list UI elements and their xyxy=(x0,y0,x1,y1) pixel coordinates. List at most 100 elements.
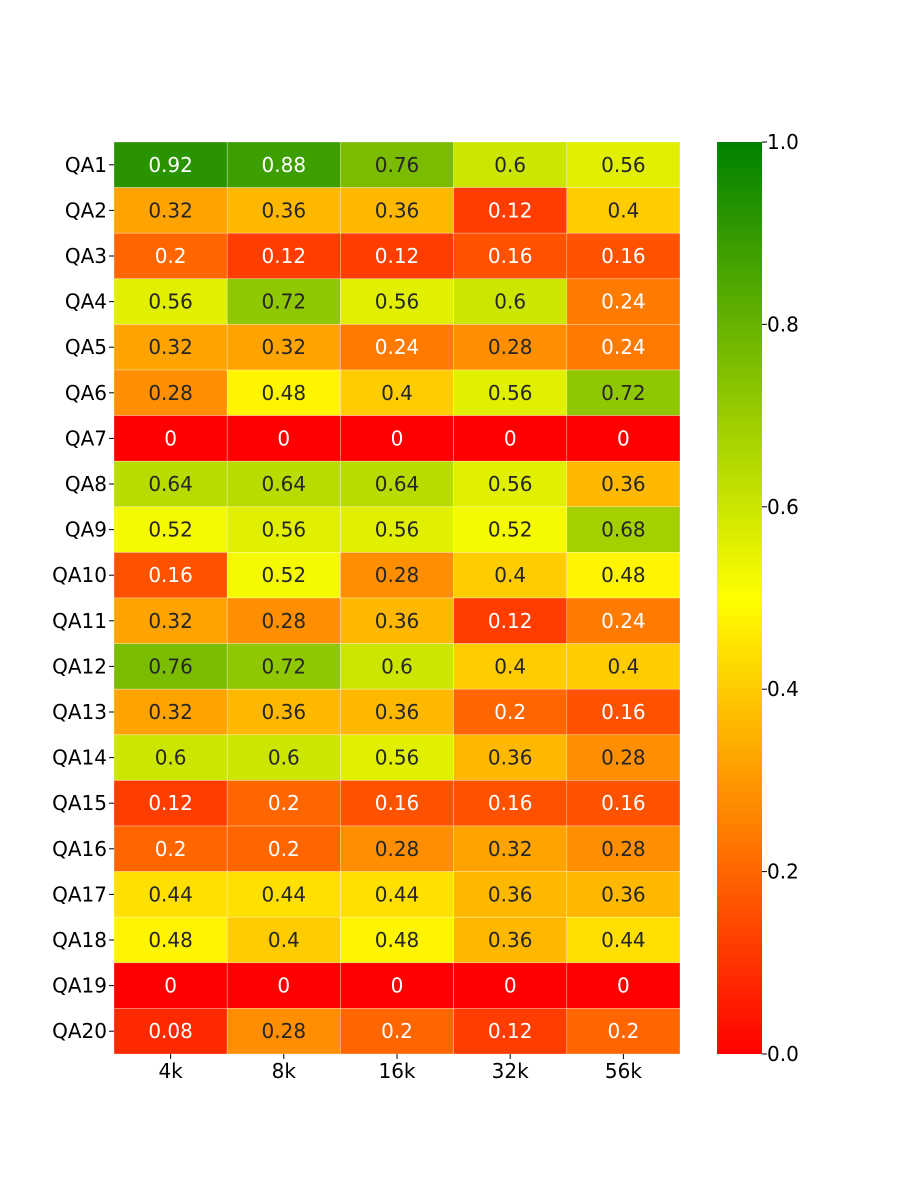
cell-value-label: 0.44 xyxy=(148,882,193,906)
x-tick-label: 16k xyxy=(378,1059,415,1083)
colorbar-gradient xyxy=(717,142,762,1054)
y-tick-label: QA9 xyxy=(65,518,107,542)
colorbar-tick-label: 0.2 xyxy=(767,860,799,884)
heatmap-cell xyxy=(453,369,568,416)
cell-value-label: 0.28 xyxy=(601,746,646,770)
heatmap-cell xyxy=(453,141,568,188)
heatmap-cell xyxy=(453,962,568,1009)
cell-value-label: 0.72 xyxy=(262,290,307,314)
cell-value-label: 0.64 xyxy=(375,472,420,496)
heatmap-cell xyxy=(113,460,228,508)
colorbar xyxy=(717,142,762,1054)
cell-value-label: 0.24 xyxy=(601,609,646,633)
colorbar-ticks: 0.0 0.2 0.4 0.6 0.8 1.0 xyxy=(762,130,799,1066)
cell-value-label: 0.76 xyxy=(375,153,420,177)
cell-value-label: 0.32 xyxy=(262,335,307,359)
cell-value-label: 0.16 xyxy=(148,563,193,587)
heatmap-cell xyxy=(113,1008,228,1055)
cell-value-label: 0.64 xyxy=(262,472,307,496)
cell-value-label: 0.24 xyxy=(601,290,646,314)
heatmap-cell xyxy=(226,278,341,325)
cell-value-label: 0.56 xyxy=(488,381,533,405)
cell-value-label: 0.48 xyxy=(601,563,646,587)
heatmap-cell xyxy=(226,962,341,1009)
y-tick-label: QA7 xyxy=(65,426,107,450)
heatmap-cell xyxy=(113,415,228,462)
cell-value-label: 0.76 xyxy=(148,654,193,678)
cell-value-label: 0.32 xyxy=(148,198,193,222)
heatmap-cell xyxy=(453,643,568,690)
heatmap-cell xyxy=(226,825,341,872)
heatmap-cell xyxy=(340,506,454,553)
cell-value-label: 0.2 xyxy=(155,837,187,861)
cell-value-label: 0.08 xyxy=(148,1019,193,1043)
cell-value-label: 0.4 xyxy=(494,654,526,678)
y-tick-labels: QA1 QA2 QA3 QA4 QA5 QA6 QA7 QA8 QA9 QA10 QA11 QA12 Q… xyxy=(52,153,114,1043)
heatmap-cell xyxy=(566,552,681,599)
cell-value-label: 0.4 xyxy=(494,563,526,587)
y-tick-label: QA18 xyxy=(52,928,107,952)
heatmap-cell xyxy=(340,369,454,416)
heatmap-cell xyxy=(566,1008,681,1055)
heatmap-cell xyxy=(226,734,341,781)
cell-value-label: 0.56 xyxy=(375,518,420,542)
heatmap-cell xyxy=(226,871,341,918)
heatmap-cell xyxy=(113,552,228,599)
colorbar-tick-label: 1.0 xyxy=(767,130,799,154)
heatmap-cell xyxy=(566,232,681,280)
cell-value-label: 0.56 xyxy=(375,746,420,770)
heatmap-cell xyxy=(226,460,341,508)
heatmap-cell xyxy=(340,825,454,872)
heatmap-cell xyxy=(453,460,568,508)
heatmap-cell xyxy=(453,597,568,644)
heatmap-cell xyxy=(566,278,681,325)
cell-value-label: 0.44 xyxy=(375,882,420,906)
cell-value-label: 0.28 xyxy=(375,837,420,861)
cell-value-label: 0.72 xyxy=(262,654,307,678)
y-tick-label: QA13 xyxy=(52,700,107,724)
cell-value-label: 0 xyxy=(164,974,177,998)
heatmap-cell xyxy=(226,506,341,553)
y-tick-label: QA4 xyxy=(65,290,107,314)
cell-value-label: 0.4 xyxy=(381,381,413,405)
cell-value-label: 0.52 xyxy=(148,518,193,542)
heatmap-cell xyxy=(453,278,568,325)
cell-value-label: 0.12 xyxy=(488,609,533,633)
cell-value-label: 0.36 xyxy=(601,472,646,496)
cell-value-label: 0.52 xyxy=(262,563,307,587)
heatmap-cell xyxy=(226,369,341,416)
cell-value-label: 0.28 xyxy=(262,609,307,633)
cell-value-label: 0.36 xyxy=(262,700,307,724)
heatmap-cell xyxy=(113,825,228,872)
y-tick-label: QA8 xyxy=(65,472,107,496)
y-tick-label: QA1 xyxy=(65,153,107,177)
cell-value-label: 0.56 xyxy=(488,472,533,496)
cell-value-label: 0.72 xyxy=(601,381,646,405)
cell-value-label: 0 xyxy=(504,974,517,998)
cell-value-label: 0 xyxy=(277,974,290,998)
cell-value-label: 0 xyxy=(504,426,517,450)
cell-value-label: 0.36 xyxy=(375,198,420,222)
cell-value-label: 0.56 xyxy=(148,290,193,314)
heatmap-cell xyxy=(453,552,568,599)
heatmap-cells xyxy=(113,141,681,1055)
heatmap-cell xyxy=(113,962,228,1009)
cell-value-label: 0.64 xyxy=(148,472,193,496)
y-tick-label: QA5 xyxy=(65,335,107,359)
y-tick-label: QA6 xyxy=(65,381,107,405)
heatmap-cell xyxy=(453,688,568,736)
cell-value-label: 0.36 xyxy=(488,928,533,952)
cell-value-label: 0.16 xyxy=(488,244,533,268)
heatmap-cell xyxy=(340,916,454,964)
cell-value-label: 0.56 xyxy=(375,290,420,314)
heatmap-cell xyxy=(566,324,681,371)
heatmap-cell xyxy=(340,780,454,827)
heatmap-cell xyxy=(566,415,681,462)
cell-value-label: 0.36 xyxy=(488,746,533,770)
heatmap-cell xyxy=(340,552,454,599)
y-tick-label: QA2 xyxy=(65,198,107,222)
y-tick-label: QA17 xyxy=(52,882,107,906)
heatmap-cell xyxy=(566,962,681,1009)
cell-value-label: 0.6 xyxy=(494,290,526,314)
cell-value-label: 0.36 xyxy=(488,882,533,906)
